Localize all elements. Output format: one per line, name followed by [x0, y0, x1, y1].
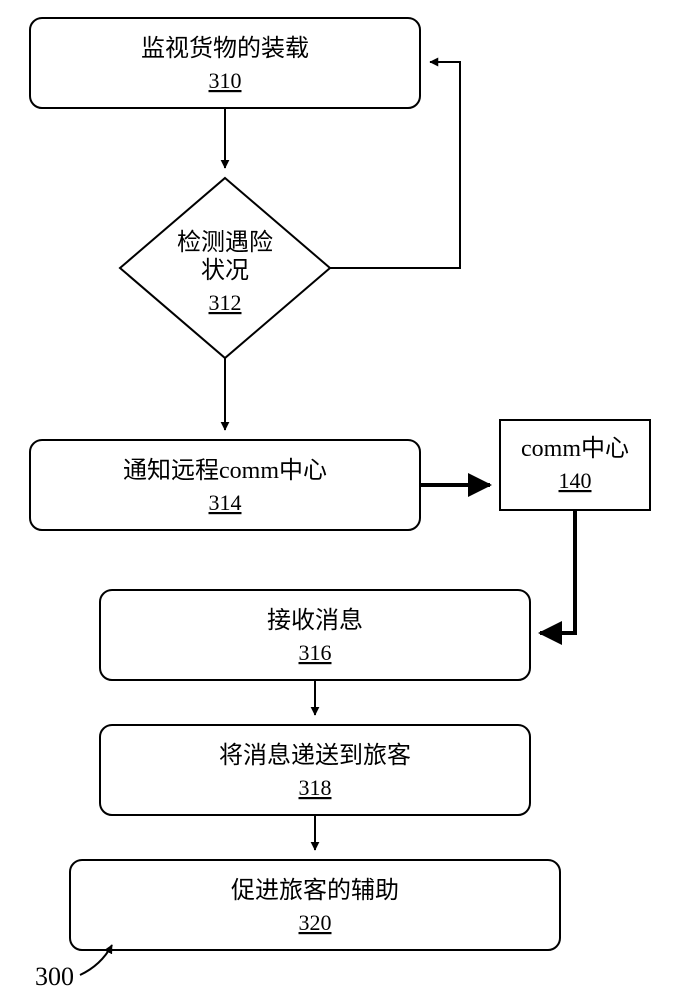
- node-ref: 318: [299, 775, 332, 800]
- node-label-line2: 状况: [201, 257, 249, 284]
- node-n318: 将消息递送到旅客 318: [100, 725, 530, 815]
- node-label: 促进旅客的辅助: [231, 877, 399, 904]
- node-n312: 检测遇险状况 312: [120, 178, 330, 358]
- edge-e5: [540, 510, 575, 633]
- node-n320: 促进旅客的辅助 320: [70, 860, 560, 950]
- node-n310: 监视货物的装载 310: [30, 18, 420, 108]
- node-n140: comm中心 140: [500, 420, 650, 510]
- node-ref: 316: [299, 640, 332, 665]
- node-label-line1: 检测遇险: [177, 229, 273, 256]
- node-ref: 314: [209, 490, 242, 515]
- node-n314: 通知远程comm中心 314: [30, 440, 420, 530]
- node-label: comm中心: [521, 435, 629, 462]
- figure-number: 300: [35, 962, 74, 991]
- node-ref: 320: [299, 910, 332, 935]
- node-ref: 310: [209, 68, 242, 93]
- node-label: 通知远程comm中心: [123, 457, 327, 484]
- node-ref: 140: [559, 468, 592, 493]
- node-label: 接收消息: [267, 607, 363, 634]
- node-n316: 接收消息 316: [100, 590, 530, 680]
- node-label: 将消息递送到旅客: [219, 742, 411, 769]
- node-label: 监视货物的装载: [141, 35, 309, 62]
- node-ref: 312: [209, 290, 242, 315]
